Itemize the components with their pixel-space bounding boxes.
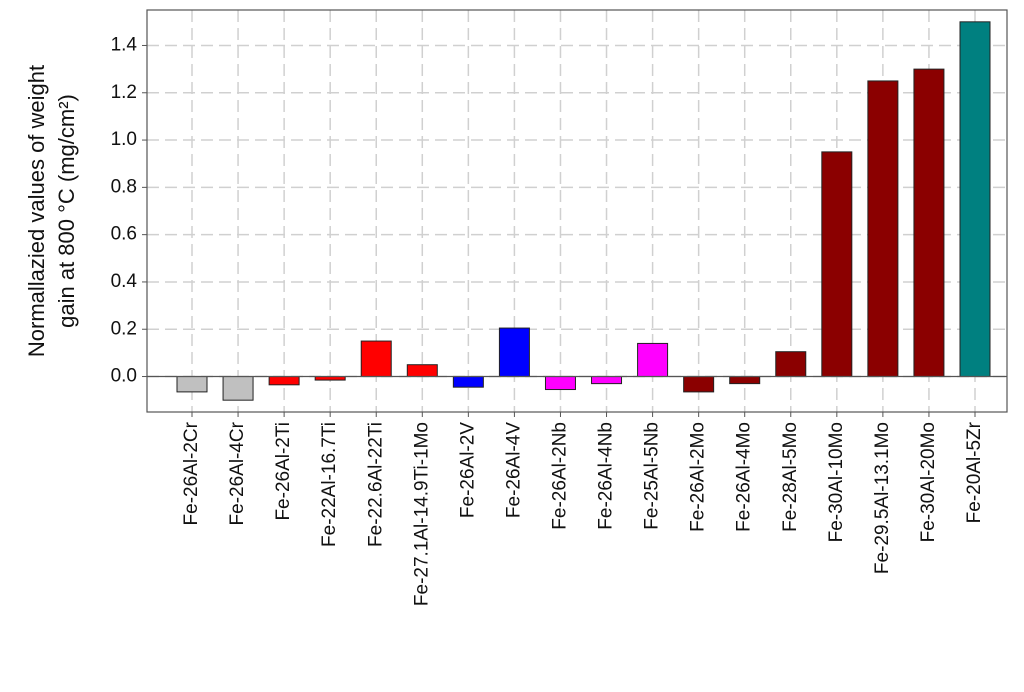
y-tick-label: 0.6 — [111, 224, 137, 245]
x-tick-label: Fe-22.6Al-22Ti — [365, 422, 386, 547]
y-tick-label: 1.4 — [111, 34, 138, 55]
plot-frame — [146, 9, 1008, 413]
bar — [637, 342, 669, 378]
bar — [775, 351, 807, 378]
bar — [222, 376, 254, 401]
x-tick-label: Fe-26Al-4V — [503, 422, 524, 518]
x-tick-label: Fe-26Al-2Cr — [181, 421, 202, 525]
x-tick-label: Fe-26Al-2V — [457, 422, 478, 518]
bar — [176, 376, 208, 393]
y-axis-label: Normallazied values of weight — [24, 65, 49, 357]
x-tick-label: Fe-27.1Al-14.9Ti-1Mo — [411, 422, 432, 606]
x-tick-label: Fe-26Al-2Mo — [688, 422, 709, 532]
bar — [683, 376, 715, 393]
y-tick-label: 0.0 — [111, 366, 137, 387]
x-tick-label: Fe-28Al-5Mo — [780, 422, 801, 532]
bar — [821, 151, 853, 378]
y-axis-label: gain at 800 °C (mg/cm²) — [54, 94, 79, 328]
y-tick-label: 0.2 — [111, 318, 137, 339]
y-tick-label: 0.8 — [111, 176, 137, 197]
x-tick-label: Fe-26Al-4Cr — [227, 421, 248, 525]
bar — [360, 340, 392, 378]
bar — [959, 21, 991, 378]
bar — [498, 327, 530, 378]
x-tick-label: Fe-26Al-2Nb — [549, 422, 570, 530]
bar — [867, 80, 899, 378]
bar — [452, 376, 484, 388]
x-tick-label: Fe-30Al-20Mo — [918, 422, 939, 542]
bar — [268, 376, 300, 386]
bar — [729, 376, 761, 385]
x-tick-label: Fe-29.5Al-13.1Mo — [872, 422, 893, 574]
y-tick-label: 1.2 — [111, 82, 137, 103]
bar — [406, 364, 438, 378]
x-tick-label: Fe-25Al-5Nb — [642, 422, 663, 530]
y-tick-label: 1.0 — [111, 129, 137, 150]
bar — [913, 68, 945, 378]
x-tick-label: Fe-26Al-2Ti — [273, 422, 294, 521]
x-tick-label: Fe-26Al-4Nb — [596, 422, 617, 530]
x-tick-label: Fe-20Al-5Zr — [964, 421, 985, 523]
x-tick-label: Fe-26Al-4Mo — [734, 422, 755, 532]
x-tick-label: Fe-30Al-10Mo — [826, 422, 847, 542]
y-tick-label: 0.4 — [111, 271, 138, 292]
bar — [544, 376, 576, 391]
bar — [591, 376, 623, 385]
x-tick-label: Fe-22Al-16.7Ti — [319, 422, 340, 547]
